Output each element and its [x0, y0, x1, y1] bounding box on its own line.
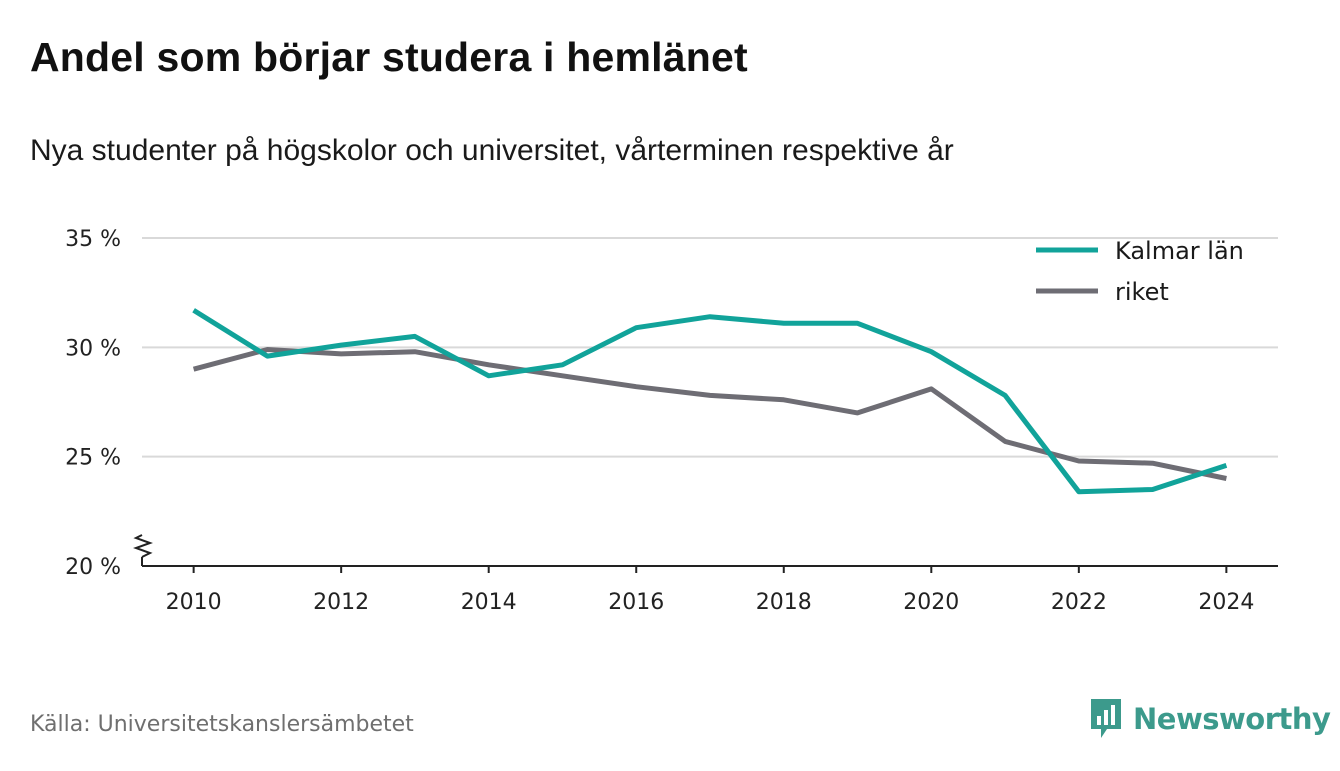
- legend-label: riket: [1115, 278, 1169, 306]
- line-chart: 20 % 25 % 30 % 35 % 2010 2012 2014 2016 2018 2020…: [65, 227, 1278, 615]
- chart-subtitle: Nya studenter på högskolor och universit…: [30, 134, 954, 167]
- brand-logo: Newsworthy: [1089, 697, 1331, 741]
- series-lines: [192, 308, 1228, 495]
- chart-title: Andel som börjar studera i hemlänet: [30, 34, 748, 80]
- legend: Kalmar län riket: [1036, 237, 1244, 306]
- y-tick-label: 30 %: [65, 336, 121, 361]
- source-note: Källa: Universitetskanslersämbetet: [30, 712, 414, 737]
- axes: 20 % 25 % 30 % 35 % 2010 2012 2014 2016 2018 2020…: [65, 227, 1278, 615]
- brand-name: Newsworthy: [1133, 702, 1331, 736]
- x-tick-label: 2014: [461, 590, 517, 615]
- series-line-riket: [192, 347, 1227, 481]
- x-tick-label: 2020: [903, 590, 959, 615]
- y-tick-label: 20 %: [65, 555, 121, 580]
- x-tick-label: 2018: [756, 590, 812, 615]
- legend-label: Kalmar län: [1115, 237, 1244, 265]
- x-tick-label: 2010: [166, 590, 222, 615]
- newsworthy-icon: [1091, 699, 1121, 738]
- series-line-kalmar: [192, 308, 1228, 495]
- y-tick-label: 35 %: [65, 227, 121, 252]
- x-tick-label: 2016: [608, 590, 664, 615]
- y-tick-label: 25 %: [65, 446, 121, 471]
- x-tick-label: 2024: [1198, 590, 1254, 615]
- x-tick-label: 2022: [1051, 590, 1107, 615]
- axis-break-icon: [133, 534, 153, 558]
- x-tick-label: 2012: [313, 590, 369, 615]
